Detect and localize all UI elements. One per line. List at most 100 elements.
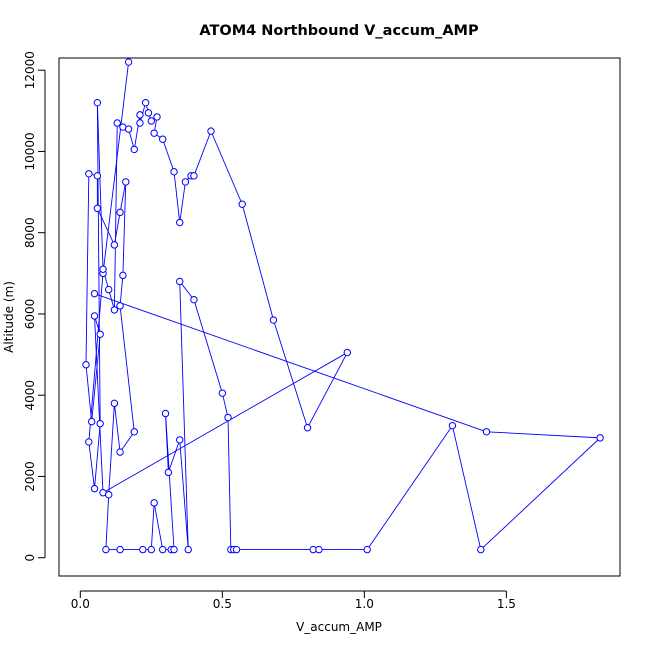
data-point: [269, 316, 278, 324]
data-point: [232, 545, 241, 554]
series-segment: [150, 502, 155, 550]
data-point: [136, 119, 144, 127]
data-point: [85, 438, 93, 446]
series-lines: [85, 62, 601, 551]
x-tick-label: 0.0: [71, 597, 90, 611]
x-axis: 0.0 0.5 1.0 1.5: [71, 590, 516, 611]
series-segment: [119, 181, 127, 213]
y-tick-label: 6000: [23, 299, 37, 330]
data-point: [158, 135, 167, 143]
data-point: [116, 545, 124, 554]
data-point: [130, 145, 138, 154]
data-point: [482, 428, 491, 436]
series-segment: [227, 417, 232, 550]
series-segment: [486, 431, 601, 439]
x-tick-label: 1.0: [355, 597, 374, 611]
data-point: [93, 204, 102, 213]
data-point: [99, 265, 107, 273]
series-segment: [94, 423, 101, 489]
data-point: [144, 109, 153, 117]
data-point: [116, 448, 124, 456]
data-point: [130, 428, 138, 436]
series-segment: [179, 439, 189, 550]
data-point: [139, 545, 147, 554]
series-segment: [85, 173, 90, 365]
series-segment: [96, 102, 104, 270]
data-point: [116, 302, 124, 310]
series-segment: [153, 502, 164, 550]
series-points: [82, 58, 604, 554]
data-point: [170, 168, 178, 176]
series-segment: [91, 334, 101, 422]
series-segment: [179, 281, 189, 550]
data-point: [85, 170, 93, 178]
data-point: [218, 389, 227, 397]
series-segment: [480, 437, 601, 550]
series-segment: [119, 275, 124, 306]
series-segment: [451, 425, 482, 550]
series-segment: [119, 431, 135, 453]
data-point: [93, 98, 102, 107]
data-point: [113, 119, 121, 127]
data-point: [477, 545, 485, 554]
series-segment: [273, 319, 308, 428]
x-tick-label: 1.5: [497, 597, 516, 611]
data-point: [110, 306, 119, 314]
data-point: [164, 468, 173, 477]
y-axis-label: Altitude (m): [2, 281, 16, 353]
data-point: [153, 113, 161, 121]
series-segment: [94, 293, 487, 433]
data-point: [90, 484, 99, 493]
series-segment: [102, 62, 130, 274]
series-segment: [307, 352, 348, 428]
data-point: [176, 218, 184, 227]
data-point: [448, 421, 457, 430]
series-segment: [179, 281, 195, 301]
data-point: [224, 413, 232, 422]
series-segment: [221, 393, 229, 418]
data-point: [116, 208, 124, 217]
series-segment: [165, 413, 169, 473]
series-segment: [119, 305, 135, 432]
data-point: [315, 545, 323, 554]
data-point: [158, 545, 167, 554]
data-point: [90, 289, 99, 298]
series-segment: [122, 181, 127, 276]
data-point: [363, 545, 371, 554]
series-segment: [94, 315, 104, 493]
data-point: [96, 330, 104, 338]
series-segment: [113, 122, 118, 310]
y-tick-label: 10000: [23, 132, 37, 170]
series-segment: [96, 208, 115, 246]
series-segment: [167, 439, 181, 473]
data-point: [110, 241, 119, 249]
data-point: [161, 409, 170, 418]
x-axis-label: V_accum_AMP: [296, 620, 382, 634]
series-segment: [366, 425, 453, 550]
series-segment: [102, 352, 348, 494]
data-point: [82, 361, 90, 369]
y-tick-label: 8000: [23, 217, 37, 248]
plot-frame: [58, 57, 621, 577]
series-segment: [179, 181, 186, 223]
y-tick-label: 0: [23, 554, 37, 562]
data-point: [96, 419, 104, 428]
data-point: [303, 424, 312, 432]
data-point: [238, 200, 246, 208]
data-point: [122, 178, 130, 186]
data-point: [181, 178, 190, 186]
data-point: [124, 58, 133, 66]
series-segment: [113, 403, 121, 453]
series-segment: [105, 494, 110, 550]
data-point: [87, 417, 96, 426]
data-point: [147, 117, 156, 125]
data-point: [184, 545, 192, 554]
data-point: [110, 399, 119, 408]
y-tick-label: 12000: [23, 51, 37, 89]
series-segment: [96, 102, 101, 424]
data-point: [119, 271, 127, 280]
series-segment: [193, 130, 212, 176]
data-point: [190, 296, 198, 304]
data-point: [190, 172, 198, 180]
